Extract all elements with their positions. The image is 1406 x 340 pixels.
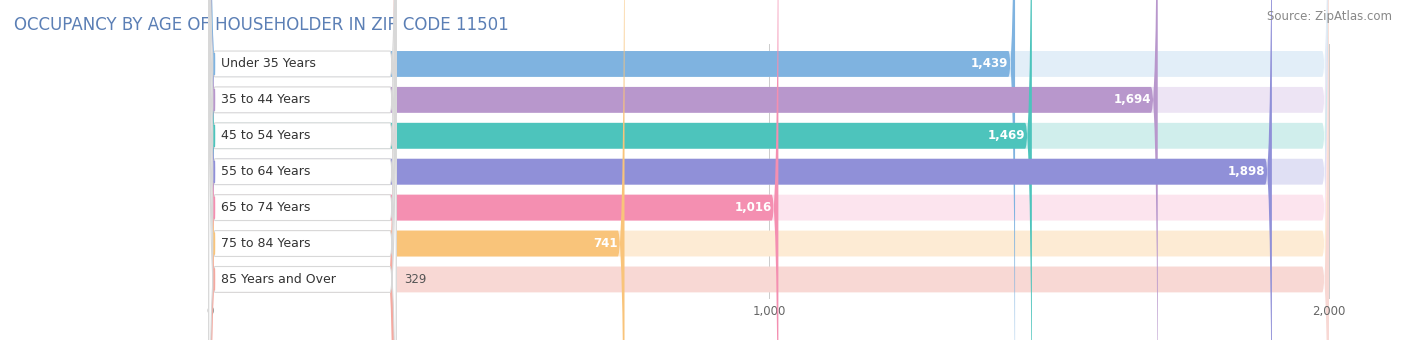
FancyBboxPatch shape [209,0,1329,340]
FancyBboxPatch shape [208,0,396,340]
FancyBboxPatch shape [209,0,1329,340]
Text: 45 to 54 Years: 45 to 54 Years [221,129,311,142]
Text: 741: 741 [593,237,617,250]
FancyBboxPatch shape [209,0,394,340]
Text: 1,694: 1,694 [1114,94,1152,106]
Text: 55 to 64 Years: 55 to 64 Years [221,165,311,178]
FancyBboxPatch shape [208,0,396,340]
Text: 35 to 44 Years: 35 to 44 Years [221,94,311,106]
Text: 85 Years and Over: 85 Years and Over [221,273,336,286]
FancyBboxPatch shape [209,0,1329,340]
FancyBboxPatch shape [209,0,779,340]
Text: 1,016: 1,016 [734,201,772,214]
FancyBboxPatch shape [208,0,396,340]
Text: OCCUPANCY BY AGE OF HOUSEHOLDER IN ZIP CODE 11501: OCCUPANCY BY AGE OF HOUSEHOLDER IN ZIP C… [14,16,509,34]
FancyBboxPatch shape [208,0,396,340]
Text: 1,898: 1,898 [1227,165,1265,178]
Text: 75 to 84 Years: 75 to 84 Years [221,237,311,250]
FancyBboxPatch shape [209,0,1329,340]
FancyBboxPatch shape [208,0,396,340]
FancyBboxPatch shape [209,0,1272,340]
Text: 1,469: 1,469 [987,129,1025,142]
FancyBboxPatch shape [208,0,396,340]
Text: Source: ZipAtlas.com: Source: ZipAtlas.com [1267,10,1392,23]
Text: 329: 329 [404,273,426,286]
Text: 1,439: 1,439 [972,57,1008,70]
Text: Under 35 Years: Under 35 Years [221,57,316,70]
FancyBboxPatch shape [209,0,1015,340]
Text: 65 to 74 Years: 65 to 74 Years [221,201,311,214]
FancyBboxPatch shape [208,0,396,340]
FancyBboxPatch shape [209,0,624,340]
FancyBboxPatch shape [209,0,1329,340]
FancyBboxPatch shape [209,0,1329,340]
FancyBboxPatch shape [209,0,1329,340]
FancyBboxPatch shape [209,0,1157,340]
FancyBboxPatch shape [209,0,1032,340]
